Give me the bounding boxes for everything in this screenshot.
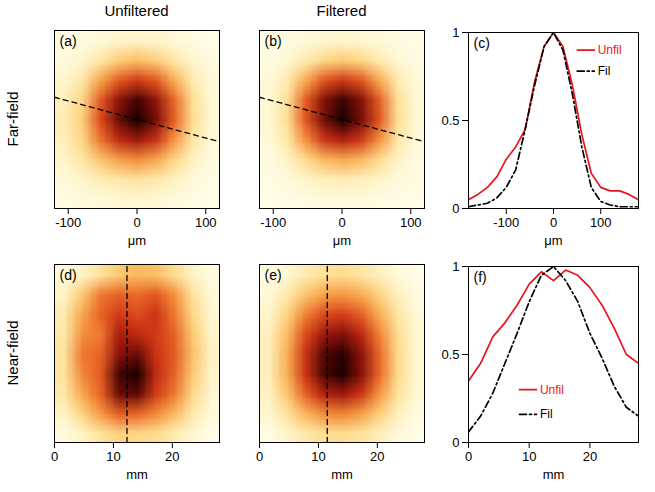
svg-text:0: 0 [550,215,557,230]
svg-text:0: 0 [133,215,140,230]
svg-text:(a): (a) [60,33,77,49]
svg-text:100: 100 [590,215,612,230]
svg-text:(f): (f) [474,269,487,285]
svg-text:0: 0 [465,449,472,464]
svg-text:(d): (d) [60,267,77,283]
svg-text:μm: μm [128,233,146,248]
svg-text:0: 0 [338,215,345,230]
svg-text:mm: mm [543,467,565,482]
svg-text:Unfil: Unfil [598,43,622,57]
svg-text:-100: -100 [493,215,519,230]
svg-text:-100: -100 [260,215,286,230]
svg-text:mm: mm [331,467,353,482]
svg-text:0: 0 [452,435,459,450]
svg-text:10: 10 [311,449,325,464]
svg-text:0: 0 [51,449,58,464]
svg-text:μm: μm [333,233,351,248]
svg-text:1: 1 [452,259,459,274]
html-text:Unfiltered: Unfiltered [104,2,169,19]
svg-text:0.5: 0.5 [441,113,459,128]
svg-text:100: 100 [400,215,422,230]
svg-text:Fil: Fil [540,407,553,421]
svg-text:(c): (c) [474,35,490,51]
svg-text:Fil: Fil [598,64,611,78]
svg-text:20: 20 [165,449,179,464]
html-text:Filtered: Filtered [316,2,367,19]
svg-text:mm: mm [126,467,148,482]
svg-text:(e): (e) [265,267,282,283]
svg-text:μm: μm [544,233,562,248]
svg-text:20: 20 [583,449,597,464]
svg-text:1: 1 [452,25,459,40]
svg-text:10: 10 [522,449,536,464]
svg-text:0: 0 [256,449,263,464]
svg-text:0: 0 [452,201,459,216]
svg-text:10: 10 [106,449,120,464]
svg-text:100: 100 [195,215,217,230]
html-text:Near-field: Near-field [3,320,21,386]
svg-text:20: 20 [370,449,384,464]
svg-text:-100: -100 [55,215,81,230]
svg-text:Unfil: Unfil [540,383,564,397]
svg-text:0.5: 0.5 [441,347,459,362]
svg-text:(b): (b) [265,33,282,49]
html-text:Far-field: Far-field [3,91,21,147]
